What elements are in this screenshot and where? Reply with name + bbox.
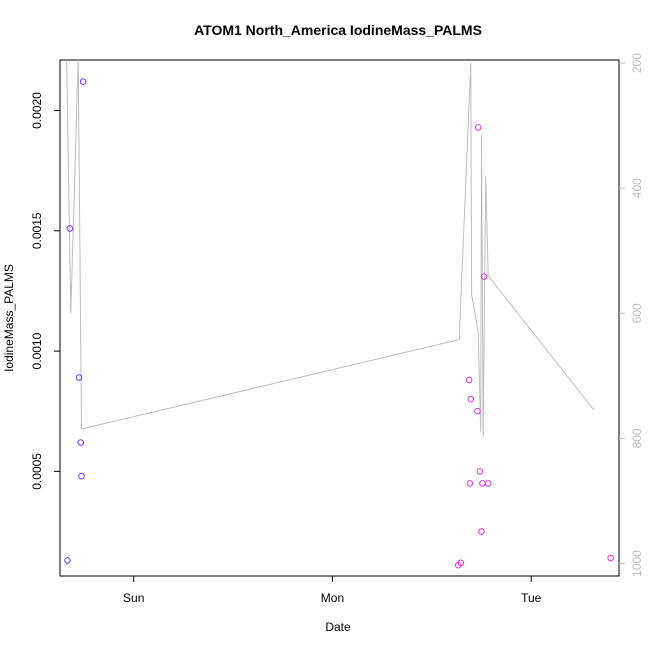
y-tick-label: 0.0020 bbox=[30, 92, 44, 129]
y2-tick-label: 400 bbox=[630, 178, 644, 198]
y2-tick-label: 1000 bbox=[630, 550, 644, 577]
data-point bbox=[78, 472, 85, 480]
data-point bbox=[79, 78, 87, 85]
y-tick-label: 0.0005 bbox=[30, 453, 44, 490]
x-tick-label: Mon bbox=[321, 591, 344, 605]
data-point bbox=[607, 554, 615, 562]
plot-frame bbox=[59, 59, 620, 577]
y2-tick-label: 800 bbox=[630, 428, 644, 448]
y-axis-label: IodineMass_PALMS bbox=[2, 264, 16, 372]
y2-tick-label: 200 bbox=[630, 53, 644, 73]
y-tick-label: 0.0010 bbox=[30, 332, 44, 369]
data-point bbox=[465, 376, 473, 384]
y2-tick-label: 600 bbox=[630, 303, 644, 323]
y-tick-label: 0.0015 bbox=[30, 212, 44, 249]
series-line-layer bbox=[66, 60, 595, 437]
y-axis: 0.0005 0.0010 0.0015 0.0020 bbox=[30, 92, 60, 490]
right-y-axis: 200 400 600 800 1000 bbox=[619, 53, 644, 577]
x-tick-label: Sun bbox=[123, 591, 144, 605]
data-point bbox=[480, 273, 488, 280]
data-point bbox=[467, 395, 475, 403]
x-axis: Sun Mon Tue bbox=[123, 576, 542, 605]
data-point bbox=[457, 559, 465, 567]
data-point bbox=[77, 439, 84, 446]
data-point bbox=[466, 480, 474, 487]
data-point bbox=[476, 468, 484, 475]
x-axis-label: Date bbox=[325, 620, 351, 634]
chart-title: ATOM1 North_America IodineMass_PALMS bbox=[194, 22, 482, 38]
points-layer bbox=[64, 78, 615, 569]
data-point bbox=[478, 528, 485, 535]
data-point bbox=[474, 124, 482, 131]
x-tick-label: Tue bbox=[521, 591, 542, 605]
data-point bbox=[75, 374, 83, 381]
data-point bbox=[474, 407, 481, 415]
data-point bbox=[64, 557, 71, 564]
data-point bbox=[484, 480, 492, 487]
series-line bbox=[66, 60, 595, 437]
data-point bbox=[66, 225, 74, 232]
